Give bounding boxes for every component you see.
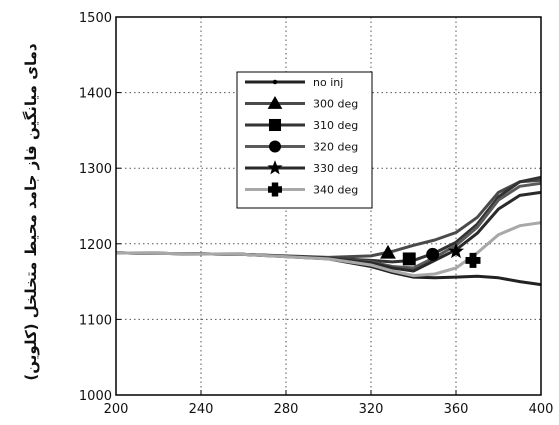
legend-label: 320 deg	[313, 141, 358, 154]
x-tick-label: 280	[274, 402, 299, 417]
y-axis-label: دمای میانگین فاز جامد محیط متخلخل (کلوین…	[22, 43, 40, 380]
legend-label: no inj	[313, 76, 343, 89]
y-tick-label: 1300	[79, 162, 112, 177]
series-marker	[403, 253, 415, 265]
y-tick-label: 1000	[79, 389, 112, 404]
y-tick-label: 1400	[79, 87, 112, 102]
x-tick-label: 320	[359, 402, 384, 417]
legend-marker	[269, 141, 280, 152]
series-line	[116, 223, 541, 276]
series-marker	[427, 248, 439, 260]
y-tick-label: 1100	[79, 313, 112, 328]
x-tick-label: 400	[529, 402, 554, 417]
y-tick-label: 1200	[79, 238, 112, 253]
x-tick-label: 200	[104, 402, 129, 417]
y-tick-label: 1500	[79, 11, 112, 26]
legend-marker	[273, 80, 277, 84]
legend-marker	[269, 119, 280, 130]
series-marker	[466, 253, 480, 267]
x-tick-label: 240	[189, 402, 214, 417]
legend: no inj 300 deg 310 deg 320 deg 330 deg 340 de…	[237, 72, 372, 208]
x-tick-label: 360	[444, 402, 469, 417]
legend-label: 300 deg	[313, 98, 358, 111]
legend-label: 330 deg	[313, 162, 358, 175]
legend-label: 340 deg	[313, 184, 358, 197]
legend-label: 310 deg	[313, 119, 358, 132]
